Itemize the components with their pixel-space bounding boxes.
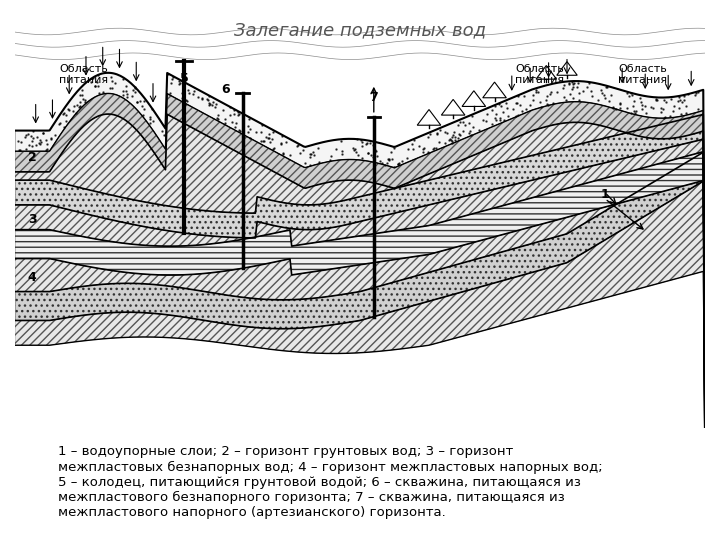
Polygon shape <box>417 110 441 125</box>
Polygon shape <box>557 62 577 75</box>
Text: 2: 2 <box>28 151 37 164</box>
Text: 1 – водоупорные слои; 2 – горизонт грунтовых вод; 3 – горизонт
межпластовых безн: 1 – водоупорные слои; 2 – горизонт грунт… <box>58 446 602 519</box>
Polygon shape <box>15 152 705 457</box>
Polygon shape <box>15 15 705 428</box>
Polygon shape <box>482 82 506 98</box>
Polygon shape <box>15 181 705 457</box>
Text: 4: 4 <box>28 271 37 284</box>
Polygon shape <box>15 73 705 448</box>
Text: Область
питания: Область питания <box>60 64 109 85</box>
Polygon shape <box>15 114 705 469</box>
Text: 5: 5 <box>180 72 189 85</box>
Polygon shape <box>15 152 705 457</box>
Polygon shape <box>536 65 557 79</box>
Text: Залегание подземных вод: Залегание подземных вод <box>234 21 486 39</box>
Text: 1: 1 <box>600 188 609 201</box>
Polygon shape <box>15 152 705 457</box>
Text: 6: 6 <box>221 83 230 96</box>
Text: Область
питания: Область питания <box>515 64 564 85</box>
Polygon shape <box>15 93 705 469</box>
Text: 7: 7 <box>369 91 378 104</box>
Polygon shape <box>441 99 465 115</box>
Polygon shape <box>462 91 486 106</box>
Polygon shape <box>15 114 705 453</box>
Text: Область
питания: Область питания <box>618 64 667 85</box>
Text: 3: 3 <box>28 213 37 226</box>
Polygon shape <box>15 139 705 453</box>
